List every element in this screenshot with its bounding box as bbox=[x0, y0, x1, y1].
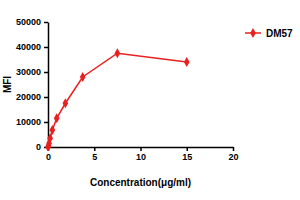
tick-mark bbox=[44, 72, 48, 74]
tick-mark bbox=[44, 97, 48, 99]
series-line bbox=[48, 53, 187, 147]
tick-label: 0 bbox=[46, 152, 51, 162]
tick-label: 30000 bbox=[16, 67, 41, 77]
tick-label: 10 bbox=[136, 152, 146, 162]
plot-area bbox=[45, 48, 189, 151]
marker bbox=[54, 113, 60, 123]
tick-mark bbox=[94, 147, 96, 151]
tick-label: 40000 bbox=[16, 42, 41, 52]
y-axis-title: MFI bbox=[2, 76, 13, 93]
tick-mark bbox=[44, 47, 48, 49]
tick-label: 5 bbox=[92, 152, 97, 162]
tick: 40000 bbox=[16, 42, 48, 52]
tick-label: 20 bbox=[228, 152, 238, 162]
tick: 20 bbox=[228, 147, 238, 162]
tick: 30000 bbox=[16, 67, 48, 77]
tick-mark bbox=[233, 147, 235, 151]
legend: DM57 bbox=[245, 28, 293, 39]
tick-mark bbox=[44, 122, 48, 124]
tick: 50000 bbox=[16, 17, 48, 27]
y-axis-line bbox=[48, 23, 50, 148]
y-axis: 0 10000 20000 30000 40000 50000 bbox=[16, 17, 49, 152]
chart: 0 5 10 15 20 0 10000 20000 30000 40000 50000 Concen… bbox=[0, 0, 300, 200]
tick-label: 10000 bbox=[16, 117, 41, 127]
tick-label: 50000 bbox=[16, 17, 41, 27]
tick: 10 bbox=[136, 147, 146, 162]
legend-marker bbox=[250, 28, 256, 38]
tick: 20000 bbox=[16, 92, 48, 102]
marker bbox=[115, 48, 121, 58]
legend-label: DM57 bbox=[266, 28, 293, 39]
marker bbox=[63, 98, 69, 108]
x-axis-title: Concentration(μg/ml) bbox=[90, 177, 191, 188]
tick: 5 bbox=[92, 147, 97, 162]
marker bbox=[80, 72, 86, 82]
tick-label: 15 bbox=[182, 152, 192, 162]
marker bbox=[50, 125, 56, 135]
tick: 15 bbox=[182, 147, 192, 162]
tick-label: 0 bbox=[36, 142, 41, 152]
x-axis: 0 5 10 15 20 bbox=[46, 147, 239, 162]
tick-mark bbox=[187, 147, 189, 151]
tick: 10000 bbox=[16, 117, 48, 127]
marker bbox=[184, 57, 190, 67]
marker bbox=[47, 133, 53, 143]
tick-label: 20000 bbox=[16, 92, 41, 102]
tick-mark bbox=[140, 147, 142, 151]
tick-mark bbox=[44, 22, 48, 24]
